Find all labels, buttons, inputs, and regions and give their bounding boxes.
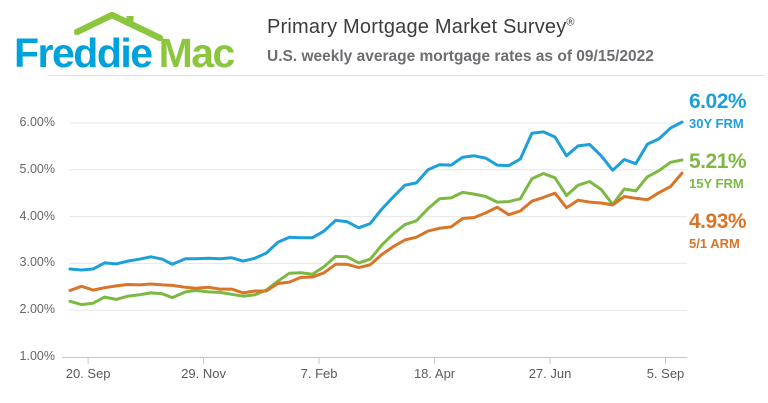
x-axis-label: 5. Sep	[646, 366, 685, 381]
annotation-30y-frm-label: 30Y FRM	[689, 116, 744, 131]
header: Freddie Mac Primary Mortgage Market Surve…	[0, 0, 768, 80]
page-subtitle: U.S. weekly average mortgage rates as of…	[267, 48, 654, 65]
x-axis-label: 29. Nov	[181, 366, 227, 381]
header-titles: Primary Mortgage Market Survey® U.S. wee…	[267, 16, 654, 66]
annotation-15y-frm: 5.21% 15Y FRM	[689, 150, 747, 191]
annotation-30y-frm: 6.02% 30Y FRM	[689, 90, 747, 131]
annotation-5-1-arm-label: 5/1 ARM	[689, 236, 740, 251]
x-axis-label: 18. Apr	[413, 366, 456, 381]
x-axis-label: 27. Jun	[528, 366, 572, 381]
annotation-5-1-arm: 4.93% 5/1 ARM	[689, 210, 747, 251]
x-axis-label: 7. Feb	[300, 366, 338, 381]
annotation-5-1-arm-value: 4.93%	[689, 210, 747, 233]
annotation-15y-frm-label: 15Y FRM	[689, 176, 744, 191]
series-line-30y-frm	[68, 120, 684, 272]
y-axis-label: 2.00%	[19, 302, 55, 317]
y-axis-label: 4.00%	[19, 208, 55, 223]
registered-mark: ®	[566, 16, 575, 29]
annotation-30y-frm-value: 6.02%	[689, 90, 747, 113]
logo-text-freddie: Freddie	[14, 30, 153, 76]
freddie-mac-logo: Freddie Mac	[14, 6, 259, 76]
y-axis-label: 5.00%	[19, 161, 55, 176]
y-axis-label: 3.00%	[19, 255, 55, 270]
logo-text-mac: Mac	[158, 30, 236, 76]
header-divider	[48, 75, 765, 76]
house-roof-with-chimney-icon	[74, 12, 164, 41]
y-axis-label: 6.00%	[19, 115, 55, 129]
annotation-15y-frm-value: 5.21%	[689, 150, 747, 173]
y-axis-label: 1.00%	[19, 349, 55, 363]
logo-wordmark: Freddie Mac	[14, 30, 236, 77]
page-title: Primary Mortgage Market Survey®	[267, 16, 654, 39]
series-line-5-1-arm	[68, 171, 684, 295]
x-axis-label: 20. Sep	[65, 366, 111, 381]
page-title-text: Primary Mortgage Market Survey	[267, 16, 567, 38]
series-line-15y-frm	[68, 158, 684, 307]
